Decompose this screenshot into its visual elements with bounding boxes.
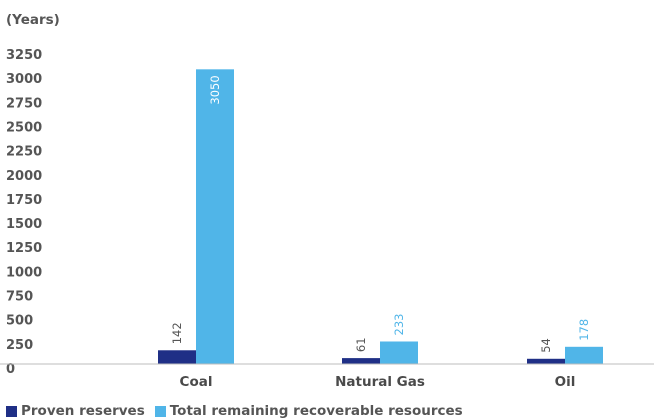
y-tick-label: 3250 [6,48,42,63]
y-axis-title: (Years) [6,12,60,28]
legend-swatch-proven-reserves [6,405,17,417]
data-label-proven-reserves-coal: 142 [170,322,184,344]
bar-total-remaining-recoverable-resources-oil [565,346,603,364]
legend-label-proven-reserves: Proven reserves [21,403,145,419]
legend: Proven reserves Total remaining recovera… [6,402,473,420]
legend-item-total-remaining-recoverable-resources: Total remaining recoverable resources [154,403,463,419]
bar-chart: (Years) 0 250 500 750 1000 1250 1500 1750 2000 22… [0,12,654,390]
bar-total-remaining-recoverable-resources-natural-gas [380,341,418,364]
y-axis-ticks: 0 250 500 750 1000 1250 1500 1750 2000 2250 2500 27… [6,48,42,377]
y-tick-label: 2000 [6,169,42,184]
data-label-total-remaining-recoverable-resources-oil: 178 [577,319,591,341]
x-tick-label: Natural Gas [335,374,425,390]
bar-total-remaining-recoverable-resources-coal [196,69,234,365]
bar-proven-reserves-natural-gas [342,358,380,364]
bar-proven-reserves-coal [158,350,196,364]
x-tick-label: Coal [180,374,213,390]
y-tick-label: 1500 [6,217,42,232]
y-tick-label: 1250 [6,241,42,256]
x-tick-label: Oil [555,374,576,390]
legend-label-total-remaining-recoverable-resources: Total remaining recoverable resources [169,403,463,419]
y-tick-label: 1750 [6,193,42,208]
bar-proven-reserves-oil [527,358,565,364]
y-tick-label: 1000 [6,265,42,280]
x-axis-ticks: Coal Natural Gas Oil [180,374,576,390]
y-tick-label: 2500 [6,120,42,135]
y-tick-label: 750 [6,290,33,305]
data-label-proven-reserves-natural-gas: 61 [354,337,368,352]
y-tick-label: 2250 [6,145,42,160]
data-label-proven-reserves-oil: 54 [539,338,553,353]
data-label-total-remaining-recoverable-resources-coal: 3050 [208,75,222,104]
y-tick-label: 250 [6,338,33,353]
data-label-total-remaining-recoverable-resources-natural-gas: 233 [392,314,406,336]
y-tick-label: 500 [6,314,33,329]
y-tick-label: 0 [6,362,15,377]
legend-swatch-total-remaining-recoverable-resources [154,405,166,417]
bars [158,69,603,365]
y-tick-label: 2750 [6,96,42,111]
legend-item-proven-reserves: Proven reserves [6,403,145,419]
data-labels: 142 3050 61 233 54 178 [170,75,591,352]
y-tick-label: 3000 [6,72,42,87]
